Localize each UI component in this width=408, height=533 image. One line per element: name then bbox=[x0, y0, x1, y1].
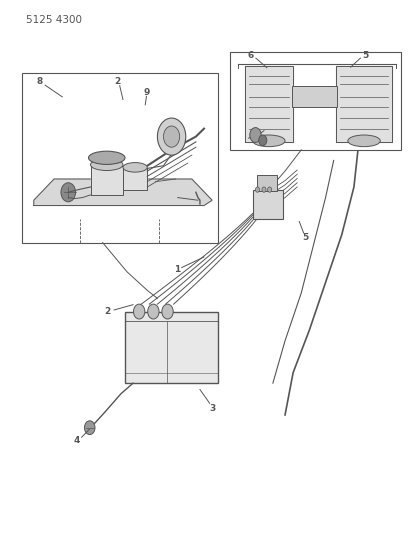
Ellipse shape bbox=[348, 135, 380, 147]
Circle shape bbox=[268, 187, 272, 192]
Text: 9: 9 bbox=[143, 88, 150, 97]
Circle shape bbox=[164, 126, 180, 147]
Polygon shape bbox=[34, 179, 212, 206]
Text: 7: 7 bbox=[247, 135, 253, 144]
Text: 4: 4 bbox=[73, 436, 80, 445]
Bar bbox=[253, 190, 283, 219]
Circle shape bbox=[133, 304, 145, 319]
Text: 5: 5 bbox=[362, 51, 368, 60]
Circle shape bbox=[61, 183, 75, 202]
Ellipse shape bbox=[91, 159, 123, 171]
Circle shape bbox=[162, 304, 173, 319]
Text: 2: 2 bbox=[104, 307, 111, 316]
Circle shape bbox=[148, 304, 159, 319]
Bar bbox=[257, 175, 277, 191]
Bar bbox=[22, 73, 218, 243]
Text: 2: 2 bbox=[114, 77, 120, 86]
Bar bbox=[125, 312, 218, 383]
Text: 8: 8 bbox=[37, 77, 43, 86]
Circle shape bbox=[262, 187, 266, 192]
Text: 1: 1 bbox=[174, 265, 180, 273]
Circle shape bbox=[250, 127, 261, 142]
Circle shape bbox=[157, 118, 186, 155]
Text: 3: 3 bbox=[209, 404, 215, 413]
Polygon shape bbox=[244, 66, 293, 142]
Polygon shape bbox=[91, 166, 123, 195]
Ellipse shape bbox=[89, 151, 125, 165]
Ellipse shape bbox=[123, 163, 147, 172]
Circle shape bbox=[255, 187, 259, 192]
Bar bbox=[293, 86, 337, 108]
Polygon shape bbox=[336, 66, 392, 142]
Ellipse shape bbox=[253, 135, 285, 147]
Polygon shape bbox=[123, 168, 147, 190]
Bar bbox=[231, 52, 401, 150]
Circle shape bbox=[84, 421, 95, 434]
Text: 6: 6 bbox=[247, 51, 253, 60]
Circle shape bbox=[259, 135, 267, 146]
Text: 5125 4300: 5125 4300 bbox=[26, 14, 82, 25]
Text: 5: 5 bbox=[302, 233, 308, 242]
